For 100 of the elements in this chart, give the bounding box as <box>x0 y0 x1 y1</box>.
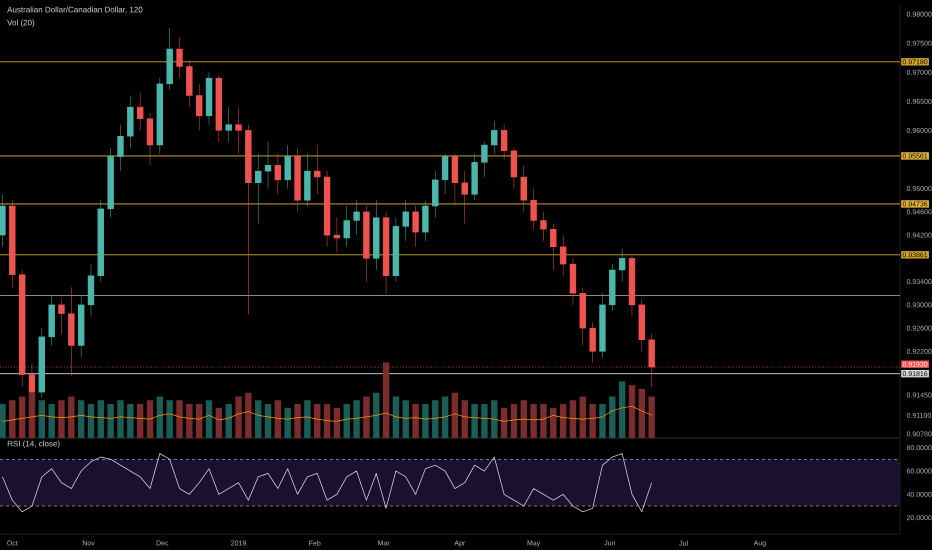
bar <box>216 408 222 438</box>
bar <box>412 404 419 438</box>
bar <box>500 408 508 438</box>
candlestick <box>520 165 527 212</box>
candlestick <box>107 148 114 218</box>
bar <box>0 404 6 438</box>
candlestick <box>38 328 46 398</box>
bar <box>156 396 164 438</box>
candlestick <box>344 206 350 247</box>
bar <box>176 400 183 438</box>
candlestick <box>166 28 173 90</box>
bar <box>235 396 242 438</box>
bar <box>334 408 340 438</box>
candlestick <box>216 74 222 142</box>
bar <box>510 404 518 438</box>
bar <box>304 400 311 438</box>
candlestick <box>363 206 370 282</box>
bar <box>344 404 350 438</box>
candlestick <box>314 144 320 195</box>
candlestick <box>412 206 419 247</box>
chart-title: RSI (14, close) <box>8 440 60 448</box>
candlestick <box>196 84 202 131</box>
bar <box>255 400 262 438</box>
bar <box>609 396 616 438</box>
candlestick <box>570 258 576 306</box>
candlestick <box>225 106 232 142</box>
candlestick <box>402 200 409 242</box>
bar <box>146 400 154 438</box>
candlestick <box>540 212 547 242</box>
bar <box>638 388 646 438</box>
bar <box>442 396 448 438</box>
candlestick <box>589 322 596 363</box>
candlestick <box>550 223 556 270</box>
bar <box>324 404 330 438</box>
bar <box>107 404 114 438</box>
candlestick <box>442 153 448 195</box>
bar <box>117 400 124 438</box>
candlestick <box>127 95 134 148</box>
candlestick <box>324 170 330 247</box>
bar <box>540 404 547 438</box>
candlestick <box>156 78 164 154</box>
bar <box>78 400 84 438</box>
candlestick <box>530 188 537 230</box>
chart-title: Australian Dollar/Canadian Dollar, 120 <box>7 6 142 14</box>
bar <box>481 404 488 438</box>
bar <box>48 404 55 438</box>
bar <box>599 404 606 438</box>
candlestick <box>510 148 518 189</box>
candlestick <box>78 295 84 358</box>
candlestick <box>353 200 360 236</box>
bar <box>264 404 272 438</box>
candlestick <box>618 248 626 282</box>
bar <box>550 408 556 438</box>
bar <box>38 400 46 438</box>
bar <box>274 400 282 438</box>
candlestick <box>560 234 566 276</box>
chart-title: Vol (20) <box>7 20 34 27</box>
candlestick <box>392 217 400 282</box>
candlestick <box>58 298 65 334</box>
candlestick <box>186 60 193 108</box>
bar <box>560 404 566 438</box>
bar <box>382 362 390 438</box>
bar <box>432 400 438 438</box>
candlestick <box>304 153 311 206</box>
bar <box>530 404 537 438</box>
candlestick <box>98 200 104 282</box>
bar <box>225 404 232 438</box>
bar <box>58 400 65 438</box>
candlestick <box>294 148 301 212</box>
bar <box>284 408 291 438</box>
candlestick <box>274 153 282 195</box>
candlestick <box>206 72 212 125</box>
candlestick <box>88 264 94 317</box>
bar <box>314 404 320 438</box>
candlestick <box>146 112 154 166</box>
bar <box>136 404 144 438</box>
bar <box>452 392 458 438</box>
candlestick <box>117 124 124 172</box>
bar <box>18 396 26 438</box>
candlestick <box>638 298 646 352</box>
candlestick <box>422 200 429 242</box>
bar <box>618 381 626 438</box>
bar <box>98 400 104 438</box>
bar <box>580 396 586 438</box>
bar <box>363 396 370 438</box>
bar <box>245 392 252 438</box>
bar <box>186 404 193 438</box>
candlestick <box>452 153 458 206</box>
candlestick <box>432 170 438 218</box>
bar <box>422 404 429 438</box>
bar <box>402 400 409 438</box>
bar <box>570 400 576 438</box>
bar <box>68 396 75 438</box>
bar <box>373 392 380 438</box>
candlestick <box>284 144 291 189</box>
candlestick <box>264 142 272 189</box>
bar <box>589 404 596 438</box>
candlestick <box>580 287 586 346</box>
bar <box>462 400 468 438</box>
bar <box>491 400 498 438</box>
